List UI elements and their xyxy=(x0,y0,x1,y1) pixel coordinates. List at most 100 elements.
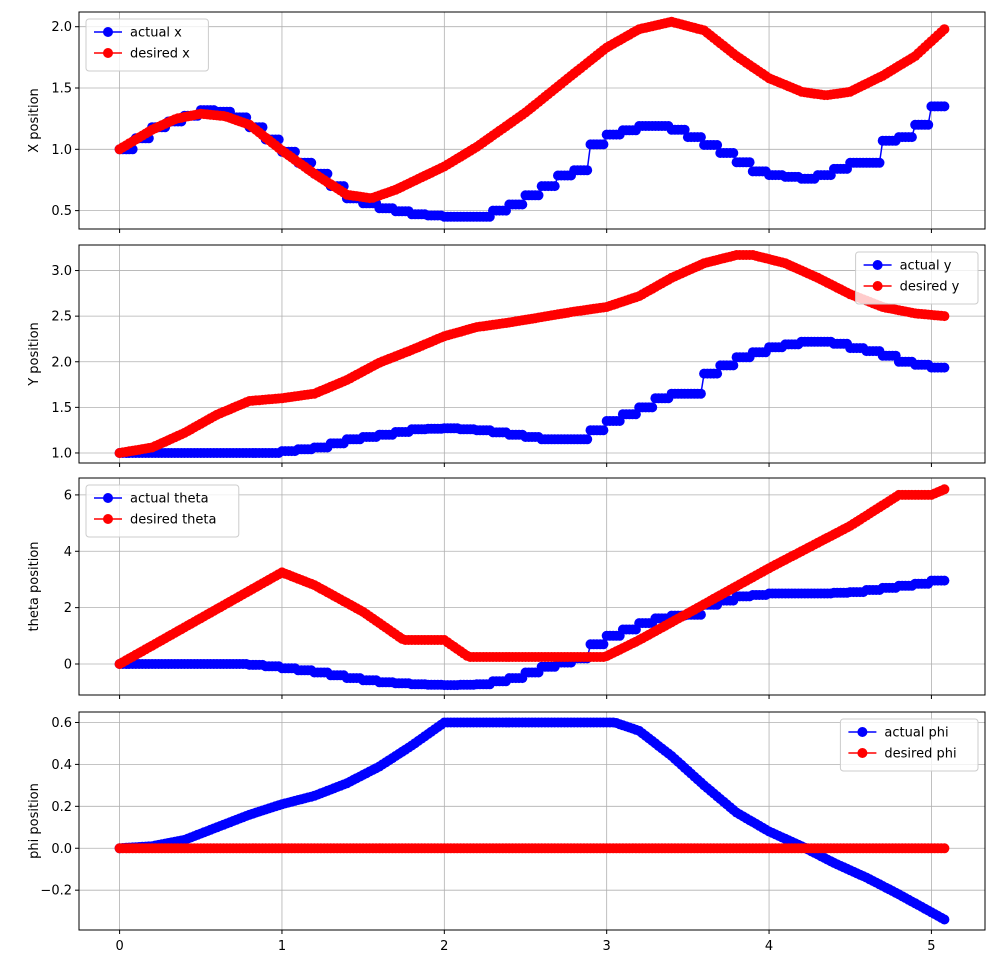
legend-item: actual y xyxy=(863,259,952,274)
x-tick-label: 1 xyxy=(278,939,286,954)
y-tick-label: 0.2 xyxy=(51,800,72,815)
legend: actual theta desired theta xyxy=(85,484,240,538)
legend-marker xyxy=(857,727,868,737)
y-axis-label: X position xyxy=(27,88,42,153)
legend-marker xyxy=(103,493,113,503)
series-actual-phi xyxy=(114,717,950,925)
x-tick-label: 4 xyxy=(765,939,773,954)
legend-item: desired x xyxy=(94,47,190,62)
legend-item: desired phi xyxy=(848,747,957,762)
series-desired-x xyxy=(114,16,950,204)
data-point xyxy=(923,119,934,130)
data-point xyxy=(728,360,739,371)
data-point xyxy=(695,388,706,399)
x-tick-label: 5 xyxy=(927,939,935,954)
legend: actual x desired x xyxy=(85,18,209,72)
data-point xyxy=(939,24,950,35)
y-tick-label: 0.4 xyxy=(51,758,72,773)
data-point xyxy=(939,101,950,112)
data-point xyxy=(939,484,950,495)
y-tick-label: 1.0 xyxy=(51,446,72,461)
data-point xyxy=(728,148,739,158)
legend-box xyxy=(85,484,240,538)
data-point xyxy=(598,639,609,650)
y-axis-label: theta position xyxy=(27,541,42,631)
y-tick-label: 2.0 xyxy=(51,20,72,35)
data-point xyxy=(598,139,609,150)
legend-item: actual x xyxy=(94,26,182,41)
series-actual-y xyxy=(114,336,950,458)
data-point xyxy=(712,140,723,150)
legend-marker xyxy=(872,281,883,291)
axes-frame xyxy=(78,477,986,696)
legend-item: actual phi xyxy=(848,726,949,741)
y-tick-label: −0.2 xyxy=(40,884,72,899)
data-point xyxy=(647,402,658,413)
data-point xyxy=(549,181,560,192)
subplot-3: 0 2 4 6 theta position actual theta desired th… xyxy=(27,477,986,699)
data-point xyxy=(744,157,755,168)
series-desired-y xyxy=(114,250,950,458)
subplot-1: 0.5 1.0 1.5 2.0 X position actual x desired x xyxy=(27,11,986,233)
y-tick-label: 1.5 xyxy=(51,401,72,416)
series-actual-theta xyxy=(114,575,950,691)
data-point xyxy=(533,190,544,201)
legend-label: actual y xyxy=(900,259,952,274)
y-tick-label: 2.5 xyxy=(51,310,72,325)
data-point xyxy=(874,157,885,168)
legend-marker xyxy=(103,48,113,58)
legend-item: desired y xyxy=(863,280,960,295)
legend-label: actual x xyxy=(130,26,182,41)
series-line xyxy=(119,254,945,454)
legend-label: actual theta xyxy=(130,492,209,507)
y-tick-label: 4 xyxy=(64,545,72,560)
x-tick-label: 2 xyxy=(440,939,448,954)
legend-item: actual theta xyxy=(94,492,209,507)
legend-label: desired theta xyxy=(130,513,216,528)
series-desired-phi xyxy=(114,843,950,854)
y-tick-label: 3.0 xyxy=(51,264,72,279)
x-tick-label: 0 xyxy=(115,939,123,954)
y-tick-label: 0 xyxy=(64,658,72,673)
legend-label: actual phi xyxy=(884,726,948,741)
legend: actual y desired y xyxy=(855,251,979,305)
y-tick-label: 0.0 xyxy=(51,842,72,857)
legend-marker xyxy=(103,514,113,524)
y-tick-label: 6 xyxy=(64,488,72,503)
y-tick-label: 0.6 xyxy=(51,716,72,731)
y-tick-label: 1.5 xyxy=(51,82,72,97)
legend-label: desired phi xyxy=(884,747,956,762)
series-desired-theta xyxy=(114,484,950,669)
y-tick-label: 1.0 xyxy=(51,143,72,158)
data-point xyxy=(939,843,950,854)
y-tick-label: 2.0 xyxy=(51,355,72,370)
legend-item: desired theta xyxy=(94,513,216,528)
axes-frame xyxy=(78,711,986,931)
subplot-4: 0 1 2 3 4 5 −0.2 0.0 0.2 0.4 0.6 phi position actual… xyxy=(27,711,986,954)
series-line xyxy=(119,488,945,665)
y-tick-label: 2 xyxy=(64,601,72,616)
axes-frame xyxy=(78,11,986,230)
data-point xyxy=(939,914,950,925)
data-point xyxy=(906,132,917,143)
legend-label: desired y xyxy=(900,280,960,295)
data-point xyxy=(712,368,723,379)
data-point xyxy=(517,199,528,210)
data-point xyxy=(939,311,950,322)
legend-marker xyxy=(872,260,883,270)
grid xyxy=(79,12,985,229)
subplot-2: 1.0 1.5 2.0 2.5 3.0 Y position actual y desired… xyxy=(27,244,986,467)
grid xyxy=(79,245,985,463)
data-point xyxy=(582,434,593,445)
data-point xyxy=(939,362,950,373)
legend: actual phi desired phi xyxy=(839,718,979,772)
data-point xyxy=(598,425,609,436)
x-tick-label: 3 xyxy=(603,939,611,954)
axes-frame xyxy=(78,244,986,464)
y-axis-label: Y position xyxy=(27,322,42,387)
legend-marker xyxy=(857,748,868,758)
data-point xyxy=(939,575,950,586)
data-point xyxy=(695,132,706,143)
y-tick-label: 0.5 xyxy=(51,204,72,219)
